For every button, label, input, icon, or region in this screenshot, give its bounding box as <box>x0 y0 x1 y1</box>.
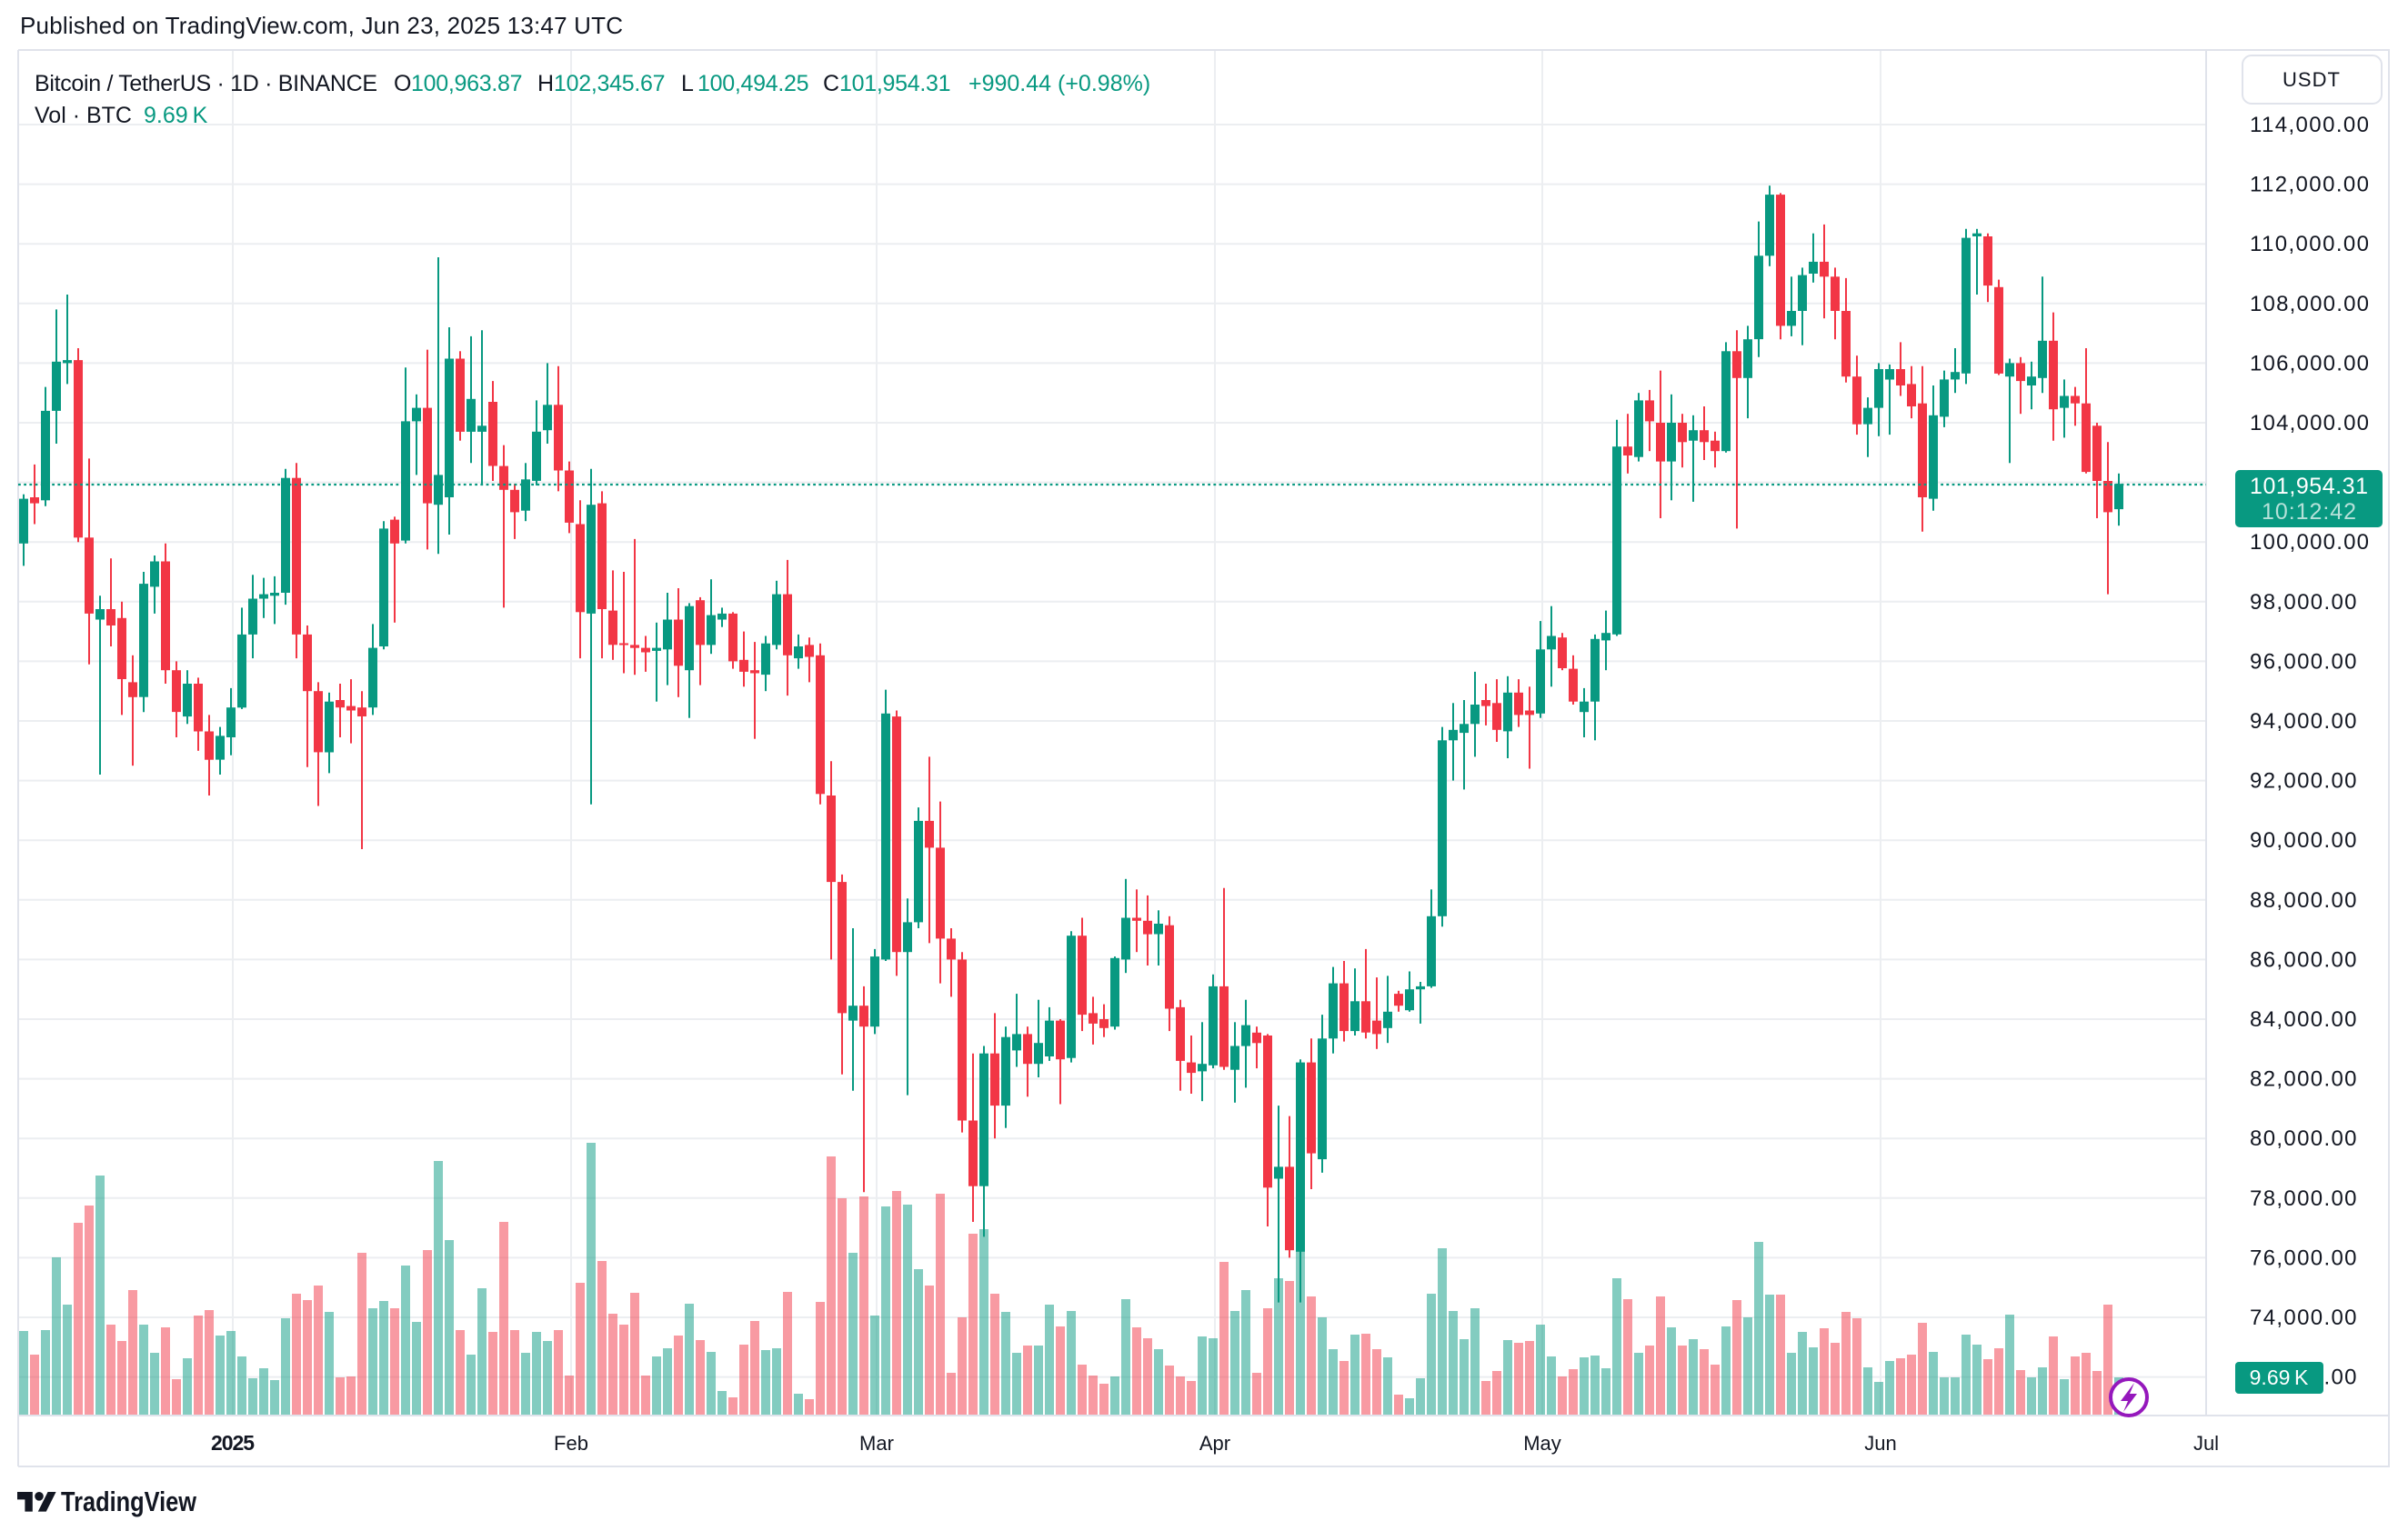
svg-text:101,954.31: 101,954.31 <box>839 71 951 96</box>
svg-text:90,000.00: 90,000.00 <box>2250 828 2357 853</box>
svg-text:L: L <box>681 71 694 96</box>
svg-text:86,000.00: 86,000.00 <box>2250 947 2357 972</box>
svg-text:112,000.00: 112,000.00 <box>2250 173 2369 197</box>
svg-text:106,000.00: 106,000.00 <box>2250 351 2369 375</box>
svg-text:H: H <box>537 71 554 96</box>
svg-text:2025: 2025 <box>211 1431 255 1455</box>
svg-text:114,000.00: 114,000.00 <box>2250 113 2369 137</box>
svg-text:10:12:42: 10:12:42 <box>2262 499 2356 525</box>
svg-text:84,000.00: 84,000.00 <box>2250 1007 2357 1032</box>
svg-text:Published on TradingView.com,: Published on TradingView.com, Jun 23, 20… <box>20 12 623 39</box>
svg-text:100,000.00: 100,000.00 <box>2250 530 2369 555</box>
svg-text:Apr: Apr <box>1199 1432 1230 1455</box>
svg-text:104,000.00: 104,000.00 <box>2250 411 2369 435</box>
svg-text:92,000.00: 92,000.00 <box>2250 769 2357 794</box>
svg-text:Vol · BTC: Vol · BTC <box>35 103 132 128</box>
svg-text:96,000.00: 96,000.00 <box>2250 649 2357 674</box>
svg-text:9.69 K: 9.69 K <box>144 103 208 128</box>
svg-text:TradingView: TradingView <box>61 1486 197 1517</box>
svg-text:102,345.67: 102,345.67 <box>554 71 666 96</box>
svg-text:May: May <box>1523 1432 1561 1455</box>
svg-text:O: O <box>394 71 411 96</box>
svg-text:94,000.00: 94,000.00 <box>2250 709 2357 734</box>
svg-text:Mar: Mar <box>859 1432 894 1455</box>
svg-text:98,000.00: 98,000.00 <box>2250 590 2357 615</box>
svg-text:101,954.31: 101,954.31 <box>2250 474 2368 499</box>
svg-text:110,000.00: 110,000.00 <box>2250 232 2369 256</box>
svg-text:Feb: Feb <box>554 1432 588 1455</box>
svg-text:C: C <box>823 71 839 96</box>
svg-text:82,000.00: 82,000.00 <box>2250 1067 2357 1092</box>
svg-text:Jul: Jul <box>2193 1432 2219 1455</box>
svg-text:9.69 K: 9.69 K <box>2250 1366 2309 1389</box>
svg-text:USDT: USDT <box>2283 68 2341 91</box>
svg-text:Bitcoin / TetherUS · 1D · BINA: Bitcoin / TetherUS · 1D · BINANCE <box>35 71 377 96</box>
svg-text:76,000.00: 76,000.00 <box>2250 1246 2357 1270</box>
svg-text:+990.44 (+0.98%): +990.44 (+0.98%) <box>968 71 1150 96</box>
svg-text:108,000.00: 108,000.00 <box>2250 292 2369 316</box>
svg-text:Jun: Jun <box>1864 1432 1896 1455</box>
svg-text:100,963.87: 100,963.87 <box>411 71 523 96</box>
svg-text:88,000.00: 88,000.00 <box>2250 888 2357 913</box>
svg-text:74,000.00: 74,000.00 <box>2250 1306 2357 1330</box>
svg-text:100,494.25: 100,494.25 <box>697 71 809 96</box>
svg-text:80,000.00: 80,000.00 <box>2250 1126 2357 1151</box>
svg-text:78,000.00: 78,000.00 <box>2250 1186 2357 1211</box>
